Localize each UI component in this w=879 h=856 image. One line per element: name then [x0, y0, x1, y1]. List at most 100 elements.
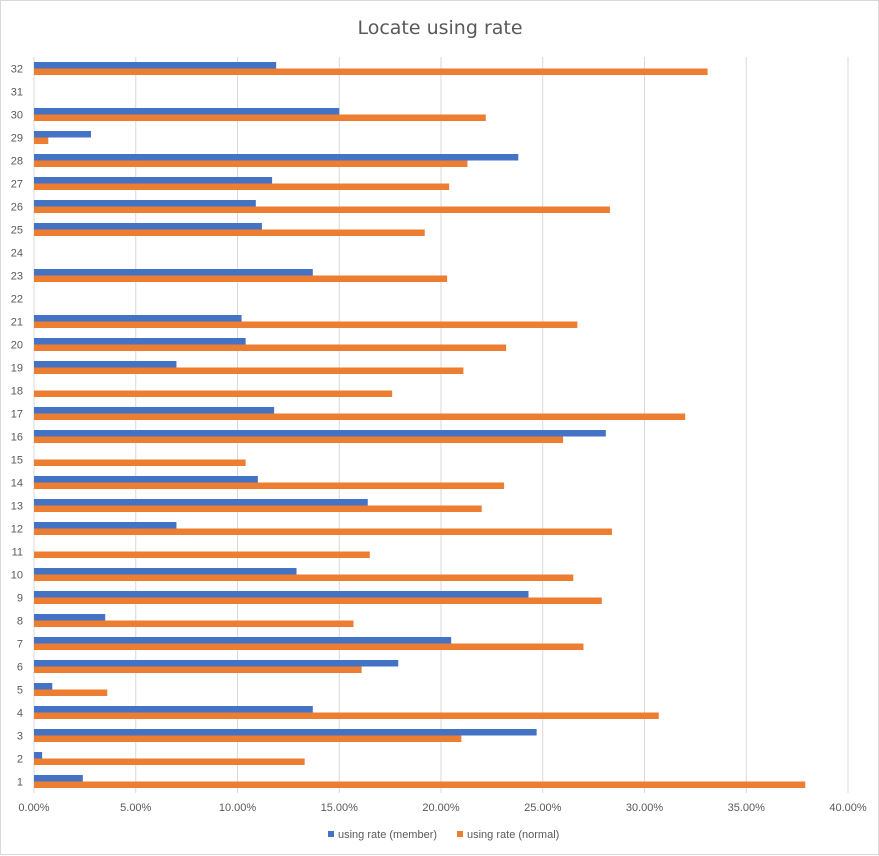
- legend-label: using rate (normal): [467, 829, 559, 841]
- y-tick-label: 26: [11, 202, 23, 214]
- bar-member: [34, 407, 275, 414]
- x-tick-label: 30.00%: [626, 802, 664, 814]
- bar-member: [34, 568, 297, 575]
- y-tick-label: 25: [11, 225, 23, 237]
- y-tick-label: 5: [17, 685, 23, 697]
- bar-normal: [34, 505, 482, 512]
- bar-member: [34, 522, 177, 529]
- bar-normal: [34, 643, 584, 650]
- y-tick-label: 22: [11, 294, 23, 306]
- x-tick-label: 35.00%: [728, 802, 766, 814]
- bar-member: [34, 177, 273, 184]
- x-tick-label: 25.00%: [524, 802, 562, 814]
- bar-normal: [34, 712, 659, 719]
- bar-member: [34, 660, 399, 667]
- bar-member: [34, 430, 606, 437]
- bar-member: [34, 614, 106, 621]
- bar-member: [34, 315, 242, 322]
- bar-member: [34, 683, 53, 690]
- y-tick-label: 15: [11, 455, 23, 467]
- x-tick-label: 20.00%: [422, 802, 460, 814]
- x-tick-label: 5.00%: [120, 802, 151, 814]
- bar-member: [34, 752, 43, 759]
- bar-normal: [34, 275, 448, 282]
- bar-normal: [34, 183, 450, 190]
- y-tick-label: 2: [17, 754, 23, 766]
- y-tick-label: 21: [11, 317, 23, 329]
- y-tick-label: 19: [11, 363, 23, 375]
- y-tick-label: 20: [11, 340, 23, 352]
- y-tick-label: 28: [11, 156, 23, 168]
- bar-normal: [34, 574, 574, 581]
- y-tick-label: 7: [17, 639, 23, 651]
- bar-member: [34, 706, 313, 713]
- y-tick-label: 17: [11, 409, 23, 421]
- y-tick-label: 27: [11, 179, 23, 191]
- x-tick-label: 0.00%: [18, 802, 49, 814]
- y-tick-label: 4: [17, 708, 23, 720]
- y-tick-label: 29: [11, 133, 23, 145]
- y-tick-label: 12: [11, 524, 23, 536]
- chart-title: Locate using rate: [357, 17, 522, 39]
- bar-normal: [34, 781, 806, 788]
- bar-normal: [34, 68, 708, 75]
- x-tick-label: 15.00%: [321, 802, 359, 814]
- bar-normal: [34, 114, 486, 121]
- y-tick-label: 18: [11, 386, 23, 398]
- y-tick-label: 6: [17, 662, 23, 674]
- y-tick-label: 13: [11, 501, 23, 513]
- y-tick-label: 24: [11, 248, 23, 260]
- y-tick-label: 1: [17, 777, 23, 789]
- bar-member: [34, 131, 91, 138]
- bar-member: [34, 269, 313, 276]
- y-tick-label: 32: [11, 64, 23, 76]
- bar-member: [34, 729, 537, 736]
- bar-normal: [34, 689, 108, 696]
- bar-member: [34, 338, 246, 345]
- bar-normal: [34, 482, 505, 489]
- bar-normal: [34, 758, 305, 765]
- y-tick-label: 9: [17, 593, 23, 605]
- x-tick-label: 10.00%: [219, 802, 257, 814]
- bar-member: [34, 361, 177, 368]
- y-axis-ticks: 1234567891011121314151617181920212223242…: [11, 64, 23, 789]
- bar-member: [34, 476, 258, 483]
- bar-member: [34, 775, 83, 782]
- y-tick-label: 3: [17, 731, 23, 743]
- x-tick-label: 40.00%: [829, 802, 867, 814]
- y-tick-label: 8: [17, 616, 23, 628]
- y-tick-label: 11: [12, 547, 23, 559]
- legend-label: using rate (member): [338, 829, 437, 841]
- bar-normal: [34, 160, 468, 167]
- bar-member: [34, 223, 262, 230]
- bar-member: [34, 62, 277, 69]
- bar-normal: [34, 459, 246, 466]
- bar-normal: [34, 528, 612, 535]
- y-tick-label: 10: [11, 570, 23, 582]
- legend-swatch: [328, 831, 334, 837]
- x-axis-ticks: 0.00% 5.00% 10.00% 15.00% 20.00% 25.00% 30.00%…: [18, 802, 866, 814]
- bar-normal: [34, 229, 425, 236]
- legend-swatch: [457, 831, 463, 837]
- legend: using rate (member) using rate (normal): [328, 829, 559, 841]
- bar-normal: [34, 597, 602, 604]
- bar-member: [34, 591, 529, 598]
- y-tick-label: 30: [11, 110, 23, 122]
- bar-normal: [34, 735, 462, 742]
- bar-normal: [34, 367, 464, 374]
- bar-normal: [34, 551, 370, 558]
- bar-member: [34, 154, 519, 161]
- bar-normal: [34, 137, 49, 144]
- bar-member: [34, 200, 256, 207]
- y-tick-label: 23: [11, 271, 23, 283]
- bar-normal: [34, 390, 393, 397]
- bar-member: [34, 499, 368, 506]
- bar-member: [34, 108, 340, 115]
- gridlines: [33, 57, 849, 793]
- bar-normal: [34, 413, 686, 420]
- y-tick-label: 16: [11, 432, 23, 444]
- bar-normal: [34, 321, 578, 328]
- bar-normal: [34, 436, 564, 443]
